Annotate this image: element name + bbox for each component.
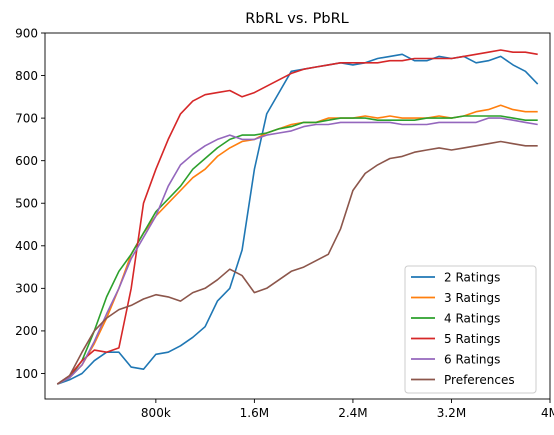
- legend-label-2-ratings: 2 Ratings: [444, 270, 500, 284]
- legend-label-3-ratings: 3 Ratings: [444, 291, 500, 305]
- legend-label-preferences: Preferences: [444, 373, 515, 387]
- plot-area: [44, 32, 551, 400]
- legend-label-6-ratings: 6 Ratings: [444, 352, 500, 366]
- series-line-5-ratings: [56, 49, 538, 385]
- chart-title: RbRL vs. PbRL: [245, 11, 349, 27]
- legend-label-5-ratings: 5 Ratings: [444, 332, 500, 346]
- x-axis: 800k 1.6M 2.4M 3.2M 4M: [141, 399, 554, 420]
- axes-frame: [44, 32, 551, 400]
- series-line-preferences: [56, 140, 538, 385]
- x-tick-label: 3.2M: [437, 406, 466, 420]
- x-tick-label: 800k: [141, 406, 171, 420]
- y-axis: 100 200 300 400 500 600 700 800 900: [15, 26, 45, 381]
- x-tick-label: 1.6M: [240, 406, 269, 420]
- y-tick-label: 500: [15, 197, 38, 211]
- y-tick-label: 900: [15, 26, 38, 40]
- y-tick-label: 600: [15, 154, 38, 168]
- y-tick-label: 300: [15, 282, 38, 296]
- y-tick-label: 200: [15, 324, 38, 338]
- x-tick-label: 2.4M: [338, 406, 367, 420]
- y-tick-label: 400: [15, 239, 38, 253]
- y-tick-label: 100: [15, 367, 38, 381]
- legend-box: [404, 265, 537, 394]
- x-tick-label: 4M: [541, 406, 554, 420]
- y-tick-label: 700: [15, 111, 38, 125]
- legend-label-4-ratings: 4 Ratings: [444, 311, 500, 325]
- series-line-6-ratings: [56, 117, 538, 385]
- y-tick-label: 800: [15, 69, 38, 83]
- series-lines: [56, 49, 539, 385]
- legend: 2 Ratings 3 Ratings 4 Ratings 5 Ratings 6 Ra…: [404, 265, 537, 394]
